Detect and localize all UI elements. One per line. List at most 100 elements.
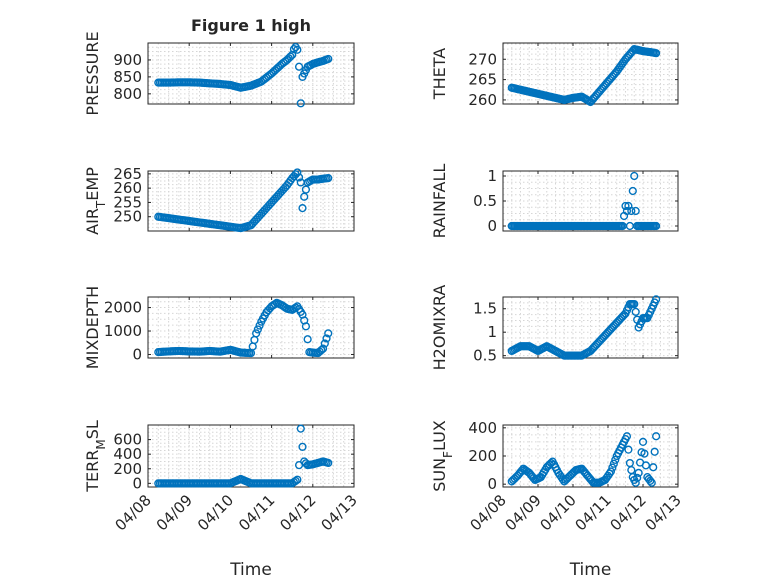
- x-tick-label: 04/10: [194, 491, 237, 534]
- data-point: [650, 447, 659, 456]
- axes-box: [147, 296, 355, 359]
- data-point: [298, 442, 307, 451]
- y-tick-label: 0.5: [473, 192, 497, 210]
- x-tick-label: 04/08: [467, 491, 510, 534]
- data-point: [301, 185, 311, 194]
- data-point: [255, 321, 264, 330]
- y-tick-label: 850: [113, 68, 142, 86]
- data-point: [286, 52, 295, 61]
- axes-box: [147, 42, 355, 105]
- x-tick-label: 04/10: [537, 491, 580, 534]
- data-point: [291, 476, 300, 486]
- series-markers: [507, 432, 661, 487]
- data-point: [652, 221, 661, 231]
- x-tick-label: 04/13: [642, 491, 685, 534]
- data-point: [252, 329, 261, 338]
- subplot-rainfall: 0 0.5 1 RAINFALL: [430, 164, 679, 238]
- series-markers: [154, 298, 333, 358]
- x-tick-label: 04/13: [318, 491, 361, 534]
- x-tick-label: 04/09: [502, 491, 545, 534]
- y-tick-label: 250: [113, 208, 142, 226]
- data-point: [322, 334, 331, 343]
- y-tick-label: 260: [113, 179, 142, 197]
- data-point: [289, 44, 299, 54]
- data-point: [611, 455, 620, 464]
- subplot-h2omixra: 0.5 1 1.5 H2OMIXRA: [430, 285, 679, 370]
- y-tick-label: 1: [487, 323, 497, 341]
- y-tick-label: 0.5: [473, 347, 497, 365]
- y-axis-label: PRESSURE: [83, 31, 102, 115]
- data-point: [638, 437, 648, 447]
- data-point: [324, 458, 333, 468]
- y-tick-label: 0: [487, 217, 497, 235]
- data-point: [652, 295, 661, 304]
- data-point: [294, 173, 304, 182]
- data-point: [622, 432, 632, 441]
- y-tick-label: 260: [468, 91, 497, 109]
- x-tick-label: 04/12: [607, 491, 650, 534]
- data-point: [641, 461, 651, 470]
- data-point: [320, 339, 329, 348]
- y-tick-label: 265: [468, 71, 497, 89]
- series-markers: [154, 42, 333, 108]
- y-tick-label: 400: [468, 419, 497, 437]
- y-tick-label: 255: [113, 193, 142, 211]
- series-markers: [507, 295, 661, 360]
- figure-title: Figure 1 high: [191, 16, 311, 35]
- data-point: [293, 475, 302, 484]
- x-tick-label: 04/08: [112, 491, 155, 534]
- data-point: [293, 45, 302, 54]
- data-point: [622, 206, 632, 216]
- data-point: [293, 168, 302, 177]
- y-tick-label: 800: [113, 85, 142, 103]
- y-tick-label: 0: [487, 475, 497, 493]
- data-point: [300, 192, 309, 201]
- y-tick-label: 900: [113, 51, 142, 69]
- y-tick-label: 600: [113, 431, 142, 449]
- data-point: [609, 459, 618, 468]
- series-markers: [507, 171, 661, 231]
- y-tick-label: 2000: [104, 299, 142, 317]
- data-point: [631, 307, 640, 316]
- data-point: [652, 49, 661, 58]
- data-point: [646, 476, 655, 485]
- data-point: [630, 299, 639, 309]
- data-point: [631, 206, 640, 216]
- y-tick-label: 0: [132, 345, 142, 363]
- series-markers: [507, 44, 661, 107]
- x-tick-label: 04/09: [153, 491, 196, 534]
- x-axis-label: Time: [229, 560, 272, 580]
- y-axis-label: AIRTEMP: [83, 167, 108, 235]
- data-point: [319, 344, 328, 353]
- y-axis-label: TERRMSL: [83, 420, 108, 493]
- y-tick-label: 400: [113, 445, 142, 463]
- y-tick-label: 200: [468, 447, 497, 465]
- data-point: [621, 201, 630, 211]
- subplot-theta: 260 265 270 THETA: [430, 42, 679, 109]
- y-axis-label: MIXDEPTH: [83, 286, 102, 369]
- data-point: [296, 424, 305, 433]
- y-tick-label: 270: [468, 50, 497, 68]
- data-point: [631, 478, 640, 487]
- y-tick-label: 1000: [104, 322, 142, 340]
- data-point: [294, 62, 304, 71]
- y-tick-label: 0: [132, 474, 142, 492]
- y-tick-label: 1.5: [473, 300, 497, 318]
- data-point: [296, 99, 305, 108]
- data-point: [647, 478, 656, 487]
- data-point: [630, 171, 639, 181]
- data-point: [253, 325, 262, 334]
- data-point: [624, 445, 633, 454]
- data-point: [250, 335, 259, 345]
- y-tick-label: 265: [113, 165, 142, 183]
- data-point: [634, 468, 643, 478]
- x-tick-label: 04/11: [235, 491, 278, 534]
- data-point: [303, 335, 312, 344]
